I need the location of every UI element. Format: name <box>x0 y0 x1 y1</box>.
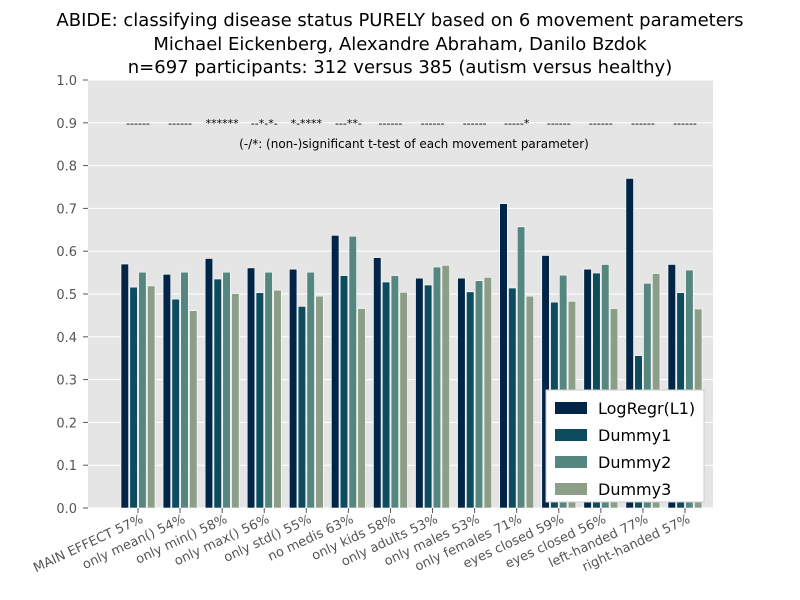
bar-logregrl1 <box>583 268 592 509</box>
bar-dummy1 <box>339 275 349 509</box>
significance-label: ------ <box>126 117 150 130</box>
bar-dummy3 <box>231 293 240 509</box>
legend-label: LogRegr(L1) <box>598 399 695 418</box>
bar-logregrl1 <box>541 255 550 509</box>
bar-dummy3 <box>189 310 198 509</box>
bar-logregrl1 <box>120 263 129 509</box>
significance-annotation: (-/*: (non-)significant t-test of each m… <box>239 137 589 151</box>
bar-dummy1 <box>213 278 222 509</box>
bar-logregrl1 <box>457 277 466 509</box>
legend-swatch <box>555 456 587 468</box>
legend-label: Dummy3 <box>598 480 671 499</box>
significance-label: ------ <box>463 117 487 130</box>
bar-dummy2 <box>222 271 231 509</box>
bar-logregrl1 <box>289 268 298 509</box>
bar-dummy1 <box>171 298 180 509</box>
bar-dummy3 <box>525 295 534 509</box>
bar-dummy1 <box>381 281 391 509</box>
bar-dummy2 <box>138 271 147 509</box>
bar-dummy3 <box>357 308 366 509</box>
chart-title-line-2: Michael Eickenberg, Alexandre Abraham, D… <box>153 34 647 55</box>
bar-dummy3 <box>273 289 282 509</box>
significance-label: ****** <box>206 117 240 130</box>
y-tick-label: 0.9 <box>56 117 77 132</box>
bar-dummy2 <box>348 235 357 509</box>
y-tick-label: 0.1 <box>56 459 77 474</box>
significance-label: *-**** <box>291 117 323 130</box>
bar-logregrl1 <box>162 274 171 509</box>
bar-dummy2 <box>474 280 484 509</box>
y-tick-label: 1.0 <box>56 74 77 89</box>
bar-dummy3 <box>441 265 450 509</box>
legend-swatch <box>555 483 587 495</box>
chart-title-line-1: ABIDE: classifying disease status PURELY… <box>56 10 744 31</box>
bar-logregrl1 <box>499 203 508 509</box>
bar-dummy1 <box>255 292 264 509</box>
bar-logregrl1 <box>667 264 676 509</box>
y-tick-label: 0.7 <box>56 202 77 217</box>
bar-dummy2 <box>180 271 189 509</box>
significance-label: ------ <box>631 117 655 130</box>
bar-dummy3 <box>315 295 324 509</box>
bar-dummy2 <box>601 264 610 509</box>
legend-label: Dummy1 <box>598 426 671 445</box>
significance-label: ------ <box>421 117 445 130</box>
significance-label: --*-*- <box>251 117 278 130</box>
bar-logregrl1 <box>625 178 634 509</box>
bar-dummy1 <box>297 306 307 509</box>
bar-dummy3 <box>147 285 156 509</box>
significance-label: -----* <box>504 117 530 130</box>
significance-label: ------ <box>589 117 613 130</box>
y-tick-label: 0.5 <box>56 288 77 303</box>
y-tick-label: 0.2 <box>56 416 77 431</box>
bar-dummy2 <box>432 266 442 509</box>
bar-dummy1 <box>129 286 138 509</box>
bar-logregrl1 <box>331 235 340 509</box>
bar-dummy3 <box>399 291 408 509</box>
bar-dummy2 <box>390 275 399 509</box>
legend-label: Dummy2 <box>598 453 671 472</box>
bar-dummy3 <box>483 277 492 509</box>
y-tick-label: 0.3 <box>56 374 77 389</box>
bar-logregrl1 <box>415 277 424 509</box>
legend-swatch <box>555 402 587 414</box>
bar-dummy1 <box>466 291 475 509</box>
bar-dummy1 <box>508 287 517 509</box>
significance-label: ---**- <box>335 117 362 130</box>
chart-title-line-3: n=697 participants: 312 versus 385 (auti… <box>127 57 673 78</box>
legend-swatch <box>555 429 587 441</box>
bar-dummy2 <box>516 226 526 509</box>
bar-dummy2 <box>685 269 694 509</box>
bar-logregrl1 <box>373 257 382 509</box>
significance-label: ------ <box>673 117 697 130</box>
y-tick-label: 0.6 <box>56 245 77 260</box>
y-tick-label: 0.4 <box>56 331 77 346</box>
y-tick-label: 0.0 <box>56 502 77 517</box>
bar-dummy2 <box>264 271 273 509</box>
significance-label: ------ <box>547 117 571 130</box>
significance-label: ------ <box>168 117 192 130</box>
bar-logregrl1 <box>204 258 214 509</box>
y-tick-label: 0.8 <box>56 160 77 175</box>
significance-label: ------ <box>379 117 403 130</box>
bar-dummy1 <box>424 284 433 509</box>
bar-logregrl1 <box>246 267 256 509</box>
bar-dummy2 <box>306 271 315 509</box>
